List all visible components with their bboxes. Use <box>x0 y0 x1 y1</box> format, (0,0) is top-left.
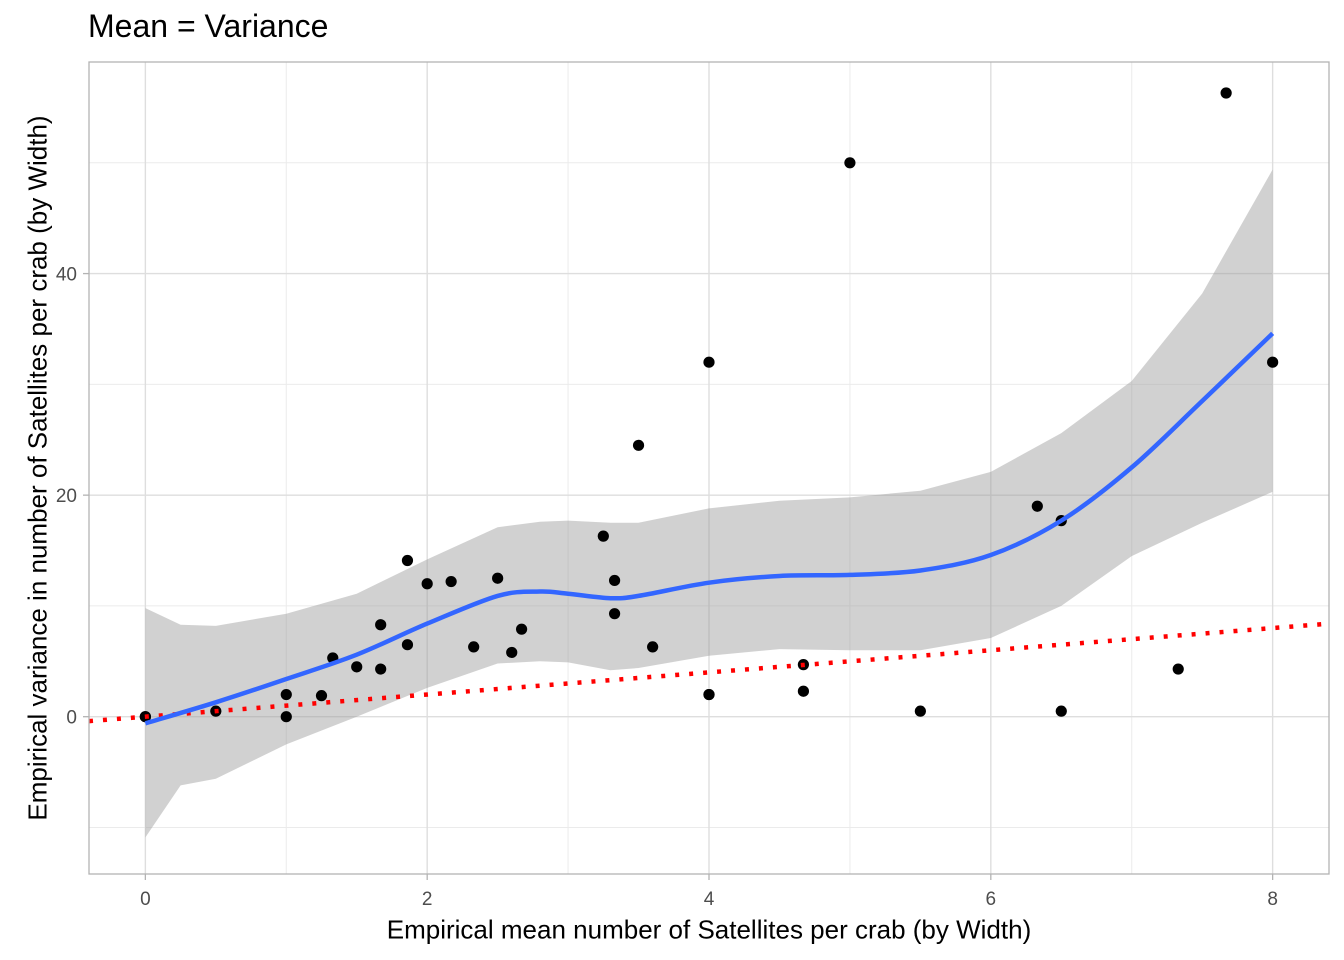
y-tick-label: 0 <box>66 708 77 729</box>
x-axis-label: Empirical mean number of Satellites per … <box>386 914 1032 945</box>
x-tick-label: 6 <box>986 889 997 910</box>
reference-line-layer <box>88 621 1330 724</box>
data-point <box>401 554 414 567</box>
data-point <box>844 157 856 169</box>
data-point <box>515 623 528 635</box>
data-point <box>401 639 414 651</box>
data-point <box>1172 663 1184 675</box>
smooth-line <box>144 331 1275 726</box>
data-point <box>1055 705 1067 717</box>
data-point <box>492 572 504 584</box>
x-tick-label: 0 <box>140 889 151 910</box>
data-point <box>280 711 292 723</box>
x-tick-label: 8 <box>1267 889 1278 910</box>
data-point <box>597 530 609 542</box>
y-tick-label: 40 <box>56 265 77 286</box>
grid-major <box>89 62 1329 874</box>
data-point <box>1031 500 1043 512</box>
smooth-line-layer <box>144 331 1275 726</box>
x-tick-label: 4 <box>704 889 715 910</box>
data-point <box>468 641 480 653</box>
data-point <box>797 685 810 697</box>
y-tick-label: 20 <box>56 486 77 507</box>
data-point <box>632 439 645 451</box>
data-point <box>280 688 292 701</box>
points-layer <box>139 87 1279 723</box>
data-point <box>703 688 715 701</box>
data-point <box>351 661 363 673</box>
data-point <box>445 575 457 588</box>
data-point <box>506 646 518 659</box>
reference-line <box>88 621 1330 724</box>
x-tick-label: 2 <box>422 889 433 910</box>
confidence-band-layer <box>145 169 1273 838</box>
data-point <box>421 578 433 590</box>
ticks-layer: 0 2 4 6 8 0 20 40 <box>56 265 1278 910</box>
data-point <box>608 574 621 587</box>
data-point <box>608 608 621 620</box>
data-point <box>703 356 715 368</box>
chart-title: Mean = Variance <box>88 8 329 44</box>
confidence-band <box>145 169 1273 838</box>
data-point <box>375 663 387 675</box>
data-point <box>1220 87 1232 99</box>
data-point <box>914 705 926 717</box>
data-point <box>1267 356 1279 368</box>
data-point <box>647 641 659 653</box>
data-point <box>375 619 387 631</box>
data-point <box>315 690 328 702</box>
